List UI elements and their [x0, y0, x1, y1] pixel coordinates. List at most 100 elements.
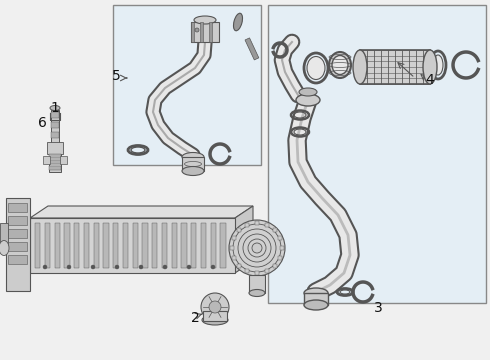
Bar — [265, 269, 269, 273]
Ellipse shape — [353, 50, 367, 84]
Circle shape — [91, 265, 95, 269]
Bar — [0, 223, 8, 248]
Circle shape — [187, 265, 191, 269]
Bar — [360, 50, 367, 84]
Bar — [272, 228, 277, 232]
Bar — [162, 223, 167, 268]
Bar — [191, 22, 219, 42]
Ellipse shape — [0, 240, 9, 256]
Bar — [255, 221, 259, 225]
Ellipse shape — [423, 50, 437, 84]
Ellipse shape — [304, 288, 328, 298]
Bar — [201, 223, 206, 268]
Polygon shape — [30, 206, 253, 218]
Bar — [200, 22, 203, 42]
Circle shape — [43, 265, 47, 269]
Bar — [49, 152, 61, 172]
Bar — [395, 50, 402, 84]
Bar — [232, 256, 236, 260]
Bar — [237, 264, 241, 268]
Bar — [203, 311, 227, 321]
Circle shape — [139, 265, 143, 269]
Bar — [60, 156, 67, 164]
Bar — [152, 223, 157, 268]
Circle shape — [211, 265, 215, 269]
Bar — [181, 223, 187, 268]
Bar — [388, 50, 395, 84]
Bar — [272, 264, 277, 268]
Circle shape — [195, 28, 199, 32]
Ellipse shape — [433, 55, 443, 75]
Bar — [132, 223, 138, 268]
Bar — [103, 223, 109, 268]
Bar — [245, 38, 259, 60]
Bar — [304, 293, 328, 305]
Bar — [245, 269, 249, 273]
Bar — [94, 223, 99, 268]
Ellipse shape — [299, 88, 317, 96]
Ellipse shape — [249, 289, 265, 297]
Bar — [172, 223, 177, 268]
Bar — [6, 198, 30, 291]
Bar — [113, 223, 119, 268]
Bar — [8, 203, 27, 212]
Bar — [49, 166, 61, 170]
Bar — [51, 112, 59, 118]
Bar — [402, 50, 409, 84]
Bar — [45, 223, 50, 268]
Bar — [51, 110, 59, 145]
Bar — [232, 237, 236, 240]
Circle shape — [163, 265, 167, 269]
Text: 3: 3 — [374, 301, 382, 315]
Circle shape — [67, 265, 71, 269]
Bar — [113, 5, 261, 165]
Ellipse shape — [182, 153, 204, 162]
Text: 4: 4 — [426, 73, 434, 87]
Bar — [367, 50, 374, 84]
Bar — [278, 256, 282, 260]
Ellipse shape — [50, 105, 60, 111]
Bar — [255, 271, 259, 275]
Bar — [423, 50, 430, 84]
Bar — [237, 228, 241, 232]
Ellipse shape — [304, 300, 328, 310]
Bar — [280, 246, 284, 250]
Bar — [182, 157, 204, 171]
Bar — [64, 223, 70, 268]
Polygon shape — [235, 206, 253, 273]
Bar — [409, 50, 416, 84]
Bar — [191, 22, 194, 42]
Ellipse shape — [48, 148, 62, 153]
Ellipse shape — [307, 57, 325, 80]
Bar — [74, 223, 79, 268]
Bar — [8, 216, 27, 225]
Bar — [220, 223, 225, 268]
Bar — [49, 160, 61, 164]
Circle shape — [115, 265, 119, 269]
Ellipse shape — [332, 55, 348, 75]
Bar — [49, 154, 61, 158]
Text: 1: 1 — [50, 101, 59, 115]
Bar — [35, 223, 40, 268]
Bar — [211, 223, 216, 268]
Bar — [8, 229, 27, 238]
Circle shape — [209, 301, 221, 313]
Bar — [84, 223, 89, 268]
Bar — [230, 246, 234, 250]
Bar — [381, 50, 388, 84]
Bar — [249, 275, 265, 293]
Bar — [416, 50, 423, 84]
Bar — [30, 218, 235, 273]
Text: 6: 6 — [38, 116, 47, 130]
Bar — [51, 122, 59, 128]
Bar — [8, 242, 27, 251]
Text: 5: 5 — [112, 69, 121, 83]
Bar — [360, 50, 430, 84]
Bar — [54, 223, 60, 268]
Bar — [374, 50, 381, 84]
Bar — [209, 22, 212, 42]
Ellipse shape — [329, 52, 351, 78]
Bar — [278, 237, 282, 240]
Bar — [191, 223, 196, 268]
Bar — [265, 223, 269, 227]
